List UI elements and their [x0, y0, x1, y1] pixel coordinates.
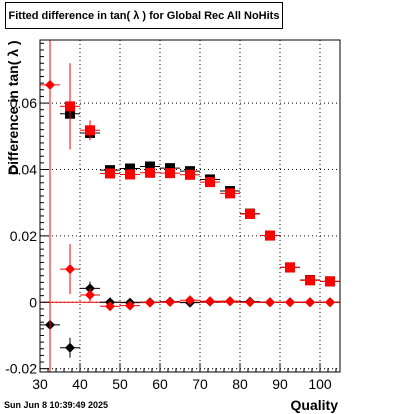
y-tick-label: 0.04: [10, 161, 37, 177]
y-tick-label: -0.02: [5, 361, 37, 377]
x-tick-label: 50: [112, 376, 128, 392]
x-tick-label: 70: [192, 376, 208, 392]
x-tick-label: 60: [152, 376, 168, 392]
data-point-square: [85, 125, 95, 136]
data-point-square: [325, 276, 335, 287]
x-tick-label: 30: [32, 376, 48, 392]
series-1: [60, 63, 340, 287]
data-point-diamond: [285, 297, 295, 308]
series-0: [60, 103, 340, 287]
x-tick-label: 90: [272, 376, 288, 392]
data-point-square: [285, 262, 295, 273]
data-point-square: [165, 168, 175, 179]
data-point-diamond: [305, 297, 315, 308]
data-point-square: [185, 169, 195, 180]
grid-layer: [39, 40, 340, 372]
data-point-square: [105, 168, 115, 179]
x-axis-label: Quality: [290, 397, 338, 413]
title-box: Fitted difference in tan( λ ) for Global…: [5, 2, 283, 29]
data-point-diamond: [45, 79, 55, 90]
data-point-diamond: [185, 295, 195, 306]
x-tick-label: 80: [232, 376, 248, 392]
data-point-diamond: [65, 264, 75, 275]
series-3: [40, 40, 340, 372]
y-axis-label: Difference in tan( λ ): [5, 40, 21, 175]
data-point-diamond: [245, 297, 255, 308]
y-tick-label: 0.06: [10, 95, 37, 111]
data-point-diamond: [65, 342, 75, 353]
data-point-square: [125, 169, 135, 180]
data-point-diamond: [225, 296, 235, 307]
y-tick-label: 0: [29, 294, 37, 310]
timestamp-footer: Sun Jun 8 10:39:49 2025: [4, 400, 109, 410]
data-point-diamond: [125, 300, 135, 311]
data-point-square: [65, 101, 75, 112]
data-point-square: [145, 161, 155, 172]
data-point-diamond: [265, 297, 275, 308]
data-point-diamond: [325, 297, 335, 308]
plot-frame: [39, 39, 341, 373]
data-point-square: [145, 167, 155, 178]
data-point-diamond: [165, 296, 175, 307]
x-tick-label: 100: [308, 376, 332, 392]
data-point-diamond: [85, 289, 95, 300]
data-point-square: [225, 188, 235, 199]
y-tick-label: 0.02: [10, 228, 37, 244]
axis-layer: 30 40 50 60 70 80 90 100 -0.02 0 0.02 0.04 0.06: [5, 42, 337, 392]
data-point-diamond: [105, 301, 115, 312]
marks-layer: [40, 40, 340, 372]
series-2: [40, 281, 340, 358]
data-point-diamond: [145, 297, 155, 308]
data-point-square: [245, 208, 255, 219]
chart-title: Fitted difference in tan( λ ) for Global…: [8, 10, 280, 22]
x-tick-label: 40: [72, 376, 88, 392]
data-point-square: [205, 177, 215, 188]
data-point-square: [265, 230, 275, 241]
data-point-square: [125, 163, 135, 174]
data-point-diamond: [205, 296, 215, 307]
data-point-square: [305, 275, 315, 286]
